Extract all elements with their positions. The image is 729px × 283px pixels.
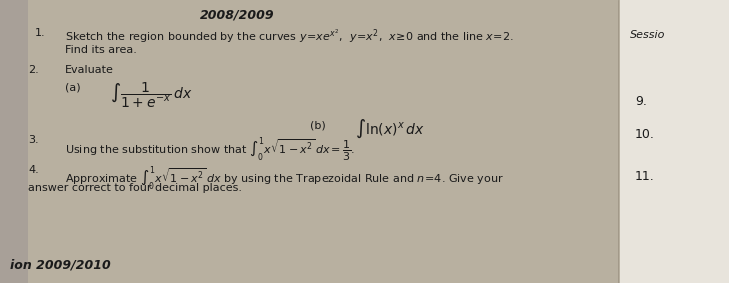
Text: $\int\ln(x)^{x}\,dx$: $\int\ln(x)^{x}\,dx$ [355, 118, 424, 140]
Text: 9.: 9. [635, 95, 647, 108]
Text: 1.: 1. [35, 28, 46, 38]
Text: $\int\dfrac{1}{1+e^{-x}}\,dx$: $\int\dfrac{1}{1+e^{-x}}\,dx$ [110, 80, 192, 110]
Text: Evaluate: Evaluate [65, 65, 114, 75]
Text: Using the substitution show that $\int_0^{1}x\sqrt{1-x^2}\,dx=\dfrac{1}{3}$.: Using the substitution show that $\int_0… [65, 135, 355, 164]
Text: 2008/2009: 2008/2009 [200, 8, 275, 21]
Text: 2.: 2. [28, 65, 39, 75]
Bar [0, 0, 28, 283]
Text: 3.: 3. [28, 135, 39, 145]
Text: Approximate $\int_0^{1}x\sqrt{1-x^2}\,dx$ by using the Trapezoidal Rule and $n\!: Approximate $\int_0^{1}x\sqrt{1-x^2}\,dx… [65, 165, 504, 193]
Text: (a): (a) [65, 82, 81, 92]
Text: answer correct to four decimal places.: answer correct to four decimal places. [28, 183, 242, 193]
Text: (b): (b) [310, 120, 326, 130]
Text: 10.: 10. [635, 128, 655, 141]
Text: 4.: 4. [28, 165, 39, 175]
Text: Find its area.: Find its area. [65, 45, 137, 55]
Bar [620, 0, 729, 283]
Text: Sketch the region bounded by the curves $y\!=\!xe^{x^2}$,  $y\!=\!x^2$,  $x\!\ge: Sketch the region bounded by the curves … [65, 28, 514, 45]
Text: ion 2009/2010: ion 2009/2010 [10, 258, 111, 271]
Text: Sessio: Sessio [630, 30, 666, 40]
Text: 11.: 11. [635, 170, 655, 183]
